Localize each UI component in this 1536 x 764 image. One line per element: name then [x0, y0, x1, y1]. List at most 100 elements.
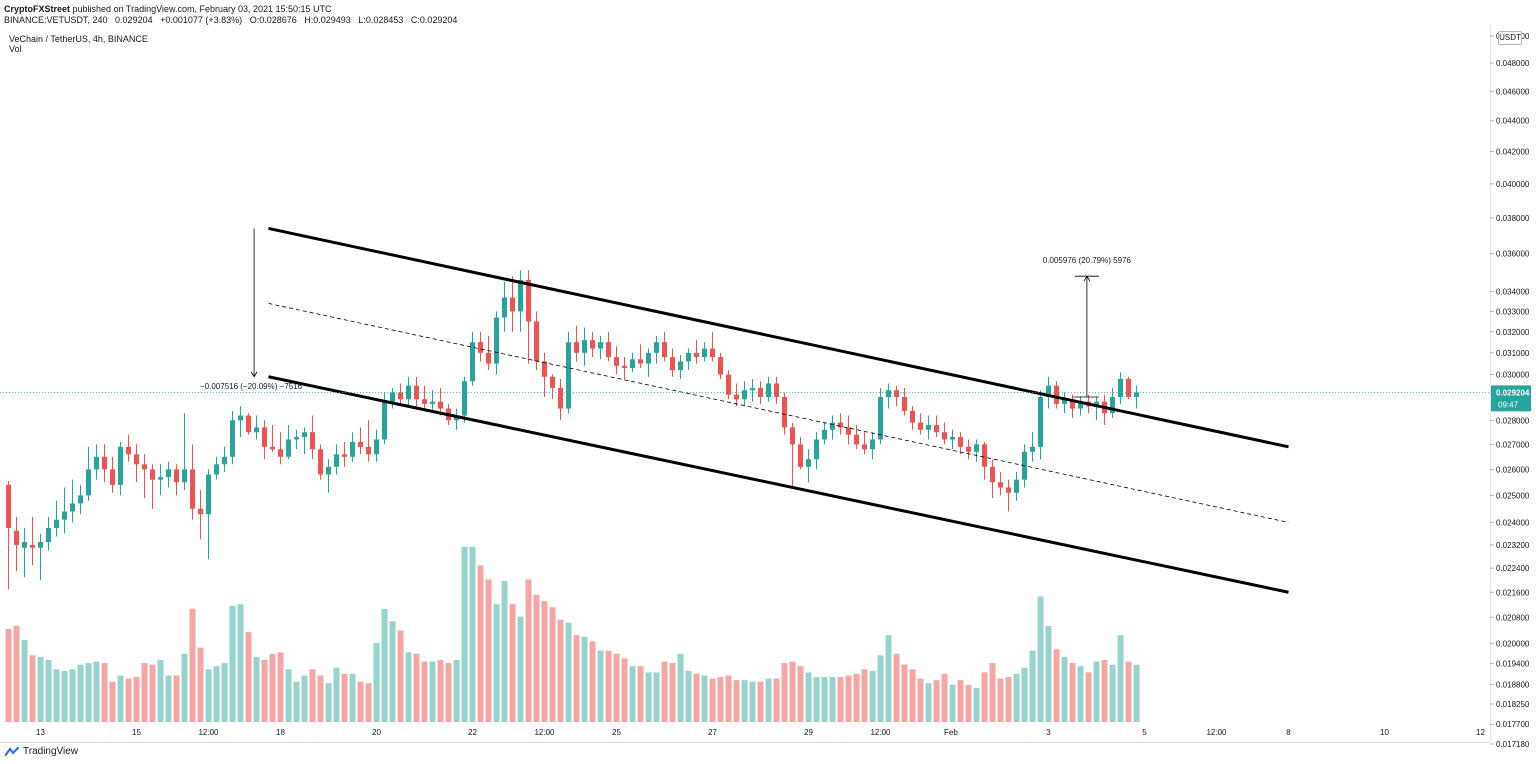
volume-bar [317, 675, 324, 722]
candle-body [854, 434, 859, 445]
volume-bar [749, 681, 756, 722]
high-value: H:0.029493 [304, 15, 351, 25]
time-tick-label: Feb [944, 728, 958, 737]
price-tick-label: 0.032000 [1496, 328, 1530, 337]
volume-bar [1045, 625, 1052, 722]
candle-body [878, 397, 883, 440]
price-tick-label: 0.026000 [1496, 465, 1530, 474]
candle-body [622, 365, 627, 368]
currency-unit[interactable]: USDT [1498, 31, 1522, 45]
candle-body [790, 427, 795, 445]
volume-bar [165, 675, 172, 722]
candle-body [262, 427, 267, 447]
close-value: C:0.029204 [410, 15, 458, 25]
volume-label: Vol [9, 44, 22, 54]
volume-bar [821, 677, 828, 722]
candle-body [278, 449, 283, 457]
measure-arrow-up [1083, 275, 1091, 282]
volume-bar [1109, 664, 1116, 722]
volume-bar [245, 632, 252, 722]
volume-bar [333, 667, 340, 722]
candle-body [686, 352, 691, 362]
candle-body [478, 342, 483, 353]
volume-bar [437, 660, 444, 722]
volume-bar [69, 669, 76, 722]
tradingview-logo[interactable]: TradingView [5, 746, 78, 757]
volume-bar [173, 675, 180, 722]
candle-body [54, 519, 59, 528]
volume-bar [957, 680, 964, 722]
candle-body [1094, 401, 1099, 407]
candle-body [798, 444, 803, 467]
candle-body [390, 392, 395, 402]
price-tick-label: 0.042000 [1496, 148, 1530, 157]
volume-bar [101, 663, 108, 722]
candle-body [838, 422, 843, 428]
volume-bar [549, 607, 556, 722]
candle-body [1054, 385, 1059, 404]
candle-body [470, 342, 475, 382]
candle-body [254, 427, 259, 433]
candle-body [198, 508, 203, 515]
candle-body [998, 482, 1003, 488]
volume-bar [405, 652, 412, 722]
candle-body [630, 359, 635, 368]
candle-body [414, 385, 419, 400]
candle-body [1118, 378, 1123, 398]
volume-bar [573, 635, 580, 722]
publisher-name[interactable]: CryptoFXStreet [4, 4, 71, 14]
price-tick-label: 0.030000 [1496, 371, 1530, 380]
volume-bar [797, 666, 804, 722]
volume-bar [693, 673, 700, 722]
volume-bar [709, 678, 716, 722]
volume-bar [773, 678, 780, 722]
last-price-label: 0.029204 [1496, 388, 1530, 397]
candle-body [974, 444, 979, 452]
volume-bar [877, 655, 884, 722]
volume-bar [509, 604, 516, 722]
candle-body [942, 432, 947, 440]
candle-body [566, 342, 571, 409]
measure-arrow-down [250, 371, 258, 378]
candle-body [598, 342, 603, 349]
candle-body [46, 527, 51, 543]
volume-bar [1037, 596, 1044, 722]
volume-bar [501, 580, 508, 722]
volume-bar [29, 655, 36, 722]
candle-body [646, 352, 651, 364]
last-price-tag [1491, 385, 1531, 412]
candle-body [558, 387, 563, 409]
volume-bar [1093, 661, 1100, 722]
volume-bar [789, 661, 796, 722]
price-tick-label: 0.019400 [1496, 659, 1530, 668]
candle-body [230, 420, 235, 457]
volume-bar [893, 653, 900, 722]
volume-bar [237, 604, 244, 722]
candle-body [934, 425, 939, 433]
volume-bar [637, 666, 644, 722]
volume-bar [117, 675, 124, 722]
volume-bar [293, 681, 300, 722]
candle-body [702, 348, 707, 358]
price-tick-label: 0.033000 [1496, 307, 1530, 316]
volume-bar [589, 641, 596, 722]
volume-bar [413, 653, 420, 722]
price-tick-label: 0.022400 [1496, 564, 1530, 573]
candle-body [1038, 397, 1043, 447]
price-tick-label: 0.024000 [1496, 518, 1530, 527]
candle-body [542, 361, 547, 377]
volume-bar [133, 677, 140, 722]
symbol-name: BINANCE:VETUSDT, 240 [4, 15, 108, 25]
volume-bar [909, 669, 916, 722]
volume-bar [13, 625, 20, 722]
volume-bar [85, 663, 92, 722]
candle-body [14, 530, 19, 545]
volume-bar [1125, 661, 1132, 722]
volume-bar [381, 608, 388, 722]
publish-info: CryptoFXStreet published on TradingView.… [4, 4, 332, 15]
volume-bar [685, 670, 692, 722]
volume-bar [181, 653, 188, 722]
channel-upper-line [268, 226, 1289, 449]
price-axis-bg [1490, 26, 1536, 742]
